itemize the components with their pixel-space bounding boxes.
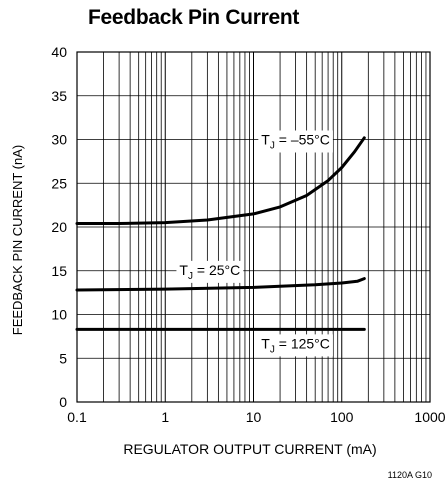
x-tick-labels: 0.1 1 10 100 1000: [67, 409, 446, 425]
y-tick-label: 10: [51, 307, 67, 323]
series-label-bg: [176, 260, 244, 283]
series-line-1: [75, 277, 366, 292]
x-tick-label: 1000: [414, 409, 445, 425]
series-label-text: TJ = –55°C: [261, 132, 330, 152]
y-tick-labels: 0 5 10 15 20 25 30 35 40: [51, 44, 67, 410]
x-tick-label: 1: [161, 409, 169, 425]
y-tick-label: 40: [51, 44, 67, 60]
x-tick-label: 0.1: [67, 409, 87, 425]
y-tick-label: 0: [59, 394, 67, 410]
y-tick-label: 15: [51, 263, 67, 279]
plot-frame: [76, 51, 431, 403]
y-tick-label: 35: [51, 88, 67, 104]
y-tick-label: 30: [51, 132, 67, 148]
figure-id: 1120A G10: [387, 470, 432, 480]
series-label-2: TJ = 125°C: [258, 334, 333, 357]
series-group: [75, 136, 366, 331]
series-label-0: TJ = –55°C: [258, 130, 333, 153]
y-tick-label: 5: [59, 350, 67, 366]
grid: [76, 51, 430, 403]
x-tick-label: 100: [330, 409, 354, 425]
series-labels: TJ = –55°C TJ = 25°C TJ = 125°C: [176, 130, 333, 357]
y-axis-label: FEEDBACK PIN CURRENT (nA): [10, 145, 25, 335]
x-tick-label: 10: [246, 409, 262, 425]
x-axis-label: REGULATOR OUTPUT CURRENT (mA): [123, 441, 376, 457]
series-line-0: [75, 136, 366, 225]
series-label-text: TJ = 125°C: [261, 335, 330, 355]
series-label-text: TJ = 25°C: [179, 262, 240, 282]
series-label-bg: [258, 130, 333, 153]
y-tick-label: 20: [51, 219, 67, 235]
series-label-bg: [258, 334, 333, 357]
series-label-1: TJ = 25°C: [176, 260, 244, 283]
y-tick-label: 25: [51, 175, 67, 191]
chart-title: Feedback Pin Current: [88, 6, 300, 29]
